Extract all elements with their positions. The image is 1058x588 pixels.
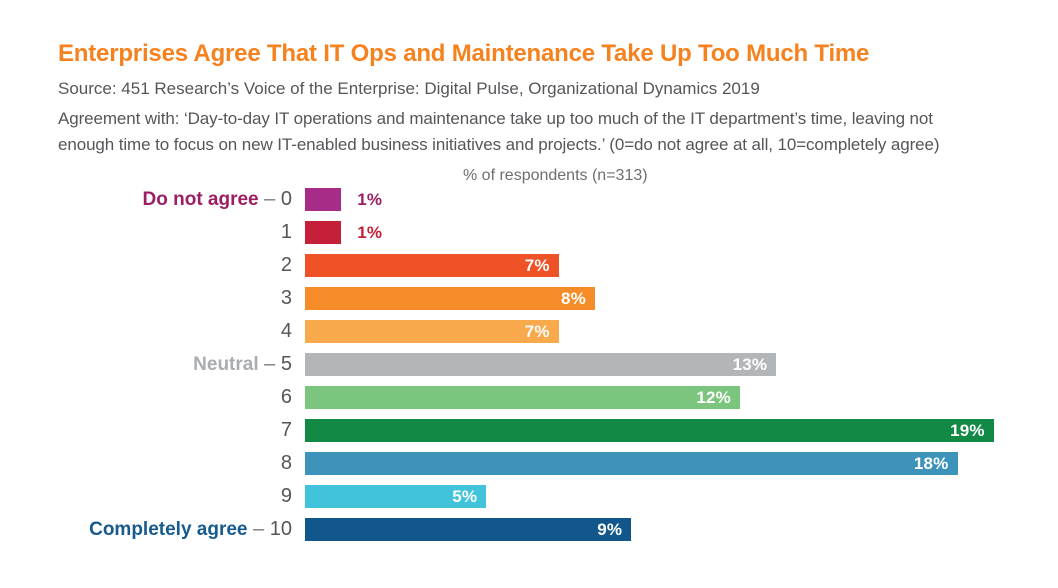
chart-row: 4 7% bbox=[58, 320, 1008, 343]
value-label: 5% bbox=[452, 486, 478, 506]
category-tick-label: 1 bbox=[280, 221, 292, 243]
category-label: 3 bbox=[58, 287, 305, 310]
category-label: 6 bbox=[58, 386, 305, 409]
bar-track: 1% bbox=[305, 188, 1001, 211]
bar: 5% bbox=[305, 485, 487, 508]
category-label: 2 bbox=[58, 254, 305, 277]
category-dash: – bbox=[258, 188, 281, 210]
bar bbox=[305, 188, 342, 211]
category-prefix-label: Neutral bbox=[193, 354, 259, 375]
value-label: 18% bbox=[913, 453, 949, 473]
chart-row: Neutral – 5 13% bbox=[58, 353, 1008, 376]
category-label: 4 bbox=[58, 320, 305, 343]
bar: 19% bbox=[305, 419, 994, 442]
value-label: 9% bbox=[597, 519, 623, 539]
category-tick-label: 7 bbox=[280, 419, 292, 441]
category-label: Neutral – 5 bbox=[58, 353, 305, 376]
bar-track: 7% bbox=[305, 320, 1001, 343]
bar-track: 8% bbox=[305, 287, 1001, 310]
category-tick-label: 6 bbox=[280, 386, 292, 408]
bar: 8% bbox=[305, 287, 595, 310]
chart-row: Do not agree – 0 1% bbox=[58, 188, 1008, 211]
value-label: 12% bbox=[696, 387, 731, 407]
value-label: 8% bbox=[561, 288, 586, 308]
category-label: Do not agree – 0 bbox=[58, 188, 305, 211]
chart-title: Enterprises Agree That IT Ops and Mainte… bbox=[58, 40, 870, 67]
category-dash: – bbox=[258, 353, 281, 375]
category-prefix-label: Do not agree bbox=[142, 189, 259, 210]
bar bbox=[305, 221, 342, 244]
chart-row: Completely agree – 10 9% bbox=[58, 518, 1008, 541]
value-label: 7% bbox=[524, 255, 550, 275]
chart-subtitle: % of respondents (n=313) bbox=[463, 167, 648, 184]
bar: 7% bbox=[305, 320, 559, 343]
description-line-1: Agreement with: ‘Day-to-day IT operation… bbox=[58, 109, 933, 128]
bar-track: 18% bbox=[305, 452, 1001, 475]
bar: 13% bbox=[305, 353, 777, 376]
category-label: 9 bbox=[58, 485, 305, 508]
category-dash: – bbox=[247, 518, 270, 540]
chart-row: 6 12% bbox=[58, 386, 1008, 409]
value-label: 19% bbox=[950, 420, 985, 440]
category-tick-label: 3 bbox=[280, 287, 292, 309]
bar-track: 12% bbox=[305, 386, 1001, 409]
chart-row: 8 18% bbox=[58, 452, 1008, 475]
bar-chart: % of respondents (n=313) Do not agree – … bbox=[58, 166, 1008, 541]
category-label: 7 bbox=[58, 419, 305, 442]
bar: 9% bbox=[305, 518, 632, 541]
bar-track: 5% bbox=[305, 485, 1001, 508]
chart-row: 2 7% bbox=[58, 254, 1008, 277]
chart-row: 7 19% bbox=[58, 419, 1008, 442]
category-tick-label: 0 bbox=[280, 188, 292, 210]
category-label: 8 bbox=[58, 452, 305, 475]
value-label: 1% bbox=[357, 190, 383, 209]
value-label: 7% bbox=[524, 321, 550, 341]
category-label: 1 bbox=[58, 221, 305, 244]
category-tick-label: 9 bbox=[280, 485, 292, 507]
bar: 7% bbox=[305, 254, 559, 277]
chart-row: 1 1% bbox=[58, 221, 1008, 244]
category-tick-label: 10 bbox=[269, 518, 292, 540]
value-label: 1% bbox=[357, 223, 383, 242]
bar-track: 9% bbox=[305, 518, 1001, 541]
chart-row: 3 8% bbox=[58, 287, 1008, 310]
category-tick-label: 4 bbox=[280, 320, 292, 342]
value-label: 13% bbox=[732, 354, 768, 374]
bar-track: 1% bbox=[305, 221, 1001, 244]
description-line-2: enough time to focus on new IT-enabled b… bbox=[58, 135, 940, 154]
source-line: Source: 451 Research’s Voice of the Ente… bbox=[58, 79, 760, 98]
category-prefix-label: Completely agree bbox=[89, 519, 248, 540]
chart-rows: Do not agree – 0 1% 1 1% 2 7% 3 8% 4 7% Neutral – … bbox=[58, 188, 1008, 541]
bar: 18% bbox=[305, 452, 958, 475]
bar: 12% bbox=[305, 386, 740, 409]
bar-track: 13% bbox=[305, 353, 1001, 376]
category-tick-label: 5 bbox=[280, 353, 292, 375]
category-label: Completely agree – 10 bbox=[58, 518, 305, 541]
category-tick-label: 2 bbox=[280, 254, 292, 276]
bar-track: 7% bbox=[305, 254, 1001, 277]
chart-row: 9 5% bbox=[58, 485, 1008, 508]
category-tick-label: 8 bbox=[280, 452, 292, 474]
bar-track: 19% bbox=[305, 419, 1001, 442]
